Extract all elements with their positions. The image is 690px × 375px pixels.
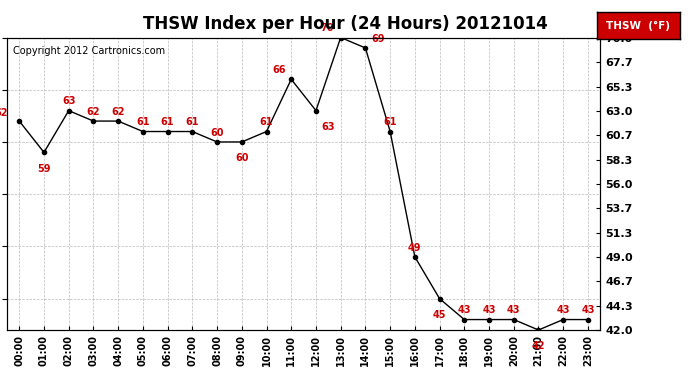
Text: 62: 62	[111, 107, 125, 117]
Text: THSW Index per Hour (24 Hours) 20121014: THSW Index per Hour (24 Hours) 20121014	[143, 15, 547, 33]
Text: 62: 62	[87, 107, 100, 117]
Text: 43: 43	[581, 305, 595, 315]
Text: 61: 61	[161, 117, 175, 128]
Text: 43: 43	[556, 305, 570, 315]
Text: 60: 60	[235, 153, 248, 163]
Text: 70: 70	[320, 23, 334, 33]
Text: 42: 42	[532, 341, 545, 351]
Text: 49: 49	[408, 243, 422, 253]
Text: 63: 63	[62, 96, 75, 106]
Text: Copyright 2012 Cartronics.com: Copyright 2012 Cartronics.com	[13, 46, 165, 56]
Text: 61: 61	[384, 117, 397, 128]
Text: 69: 69	[371, 34, 384, 44]
Text: 59: 59	[37, 164, 51, 174]
Text: 61: 61	[259, 117, 273, 128]
Text: 66: 66	[272, 65, 286, 75]
Text: 43: 43	[507, 305, 520, 315]
Text: 45: 45	[433, 310, 446, 320]
Text: 61: 61	[136, 117, 150, 128]
Text: 43: 43	[482, 305, 496, 315]
Text: 63: 63	[322, 122, 335, 132]
Text: 61: 61	[186, 117, 199, 128]
Text: 43: 43	[457, 305, 471, 315]
Text: THSW  (°F): THSW (°F)	[607, 21, 670, 31]
Text: 60: 60	[210, 128, 224, 138]
Text: 62: 62	[0, 108, 8, 118]
